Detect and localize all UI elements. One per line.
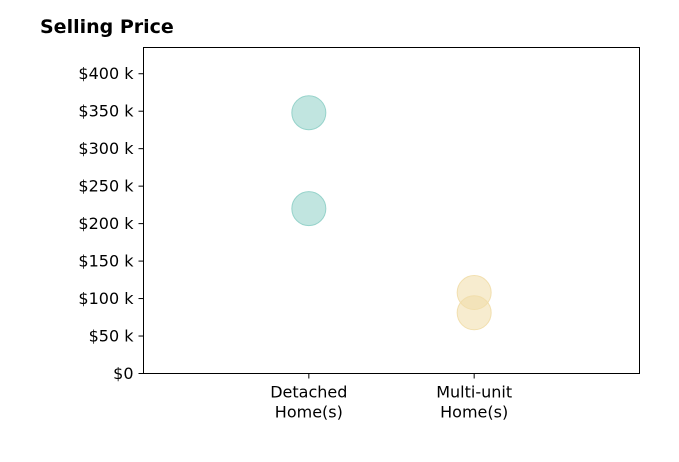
data-point [456, 295, 492, 331]
data-point [291, 191, 327, 227]
y-tick-label: $400 k [78, 64, 134, 83]
chart-title: Selling Price [40, 16, 174, 38]
y-tick-label: $350 k [78, 102, 134, 121]
y-tick-label: $100 k [78, 289, 134, 308]
y-tick-label: $150 k [78, 252, 134, 271]
y-tick-label: $300 k [78, 139, 134, 158]
y-tick-label: $200 k [78, 214, 134, 233]
x-tick-label: Detached Home(s) [270, 383, 347, 422]
data-point [291, 95, 327, 131]
x-tick-label: Multi-unit Home(s) [436, 383, 512, 422]
y-tick-label: $0 [113, 364, 133, 383]
y-tick-label: $250 k [78, 177, 134, 196]
y-tick-label: $50 k [89, 327, 135, 346]
plot-area [143, 47, 640, 374]
